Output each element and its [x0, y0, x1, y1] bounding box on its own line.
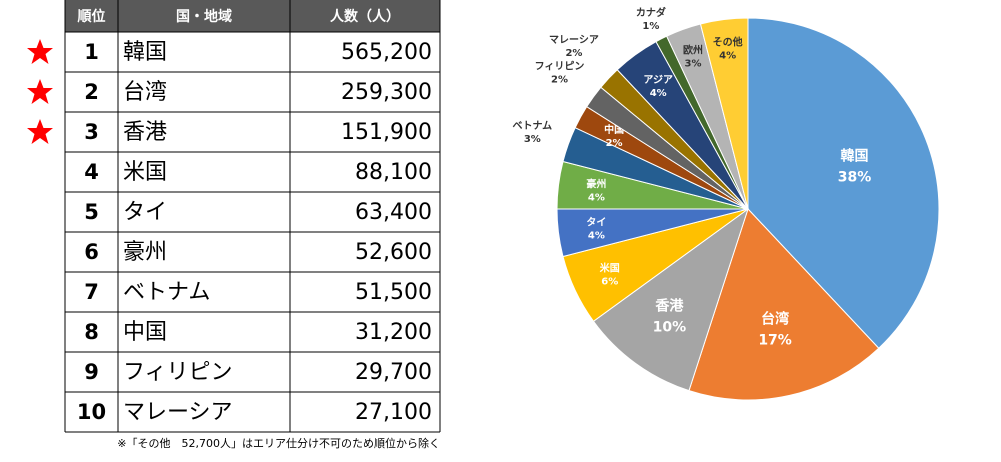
ranking-table: 順位 国・地域 人数（人） 1 韓国 565,200 2 台湾 259,300 3 香港 151,90…: [64, 0, 441, 433]
pie-chart: 韓国38%台湾17%香港10%米国6%タイ4%豪州4%ベトナム3%中国2%フィリ…: [512, 6, 940, 401]
header-cell: 国・地域: [176, 8, 232, 25]
footnote: ※「その他 52,700人」はエリア仕分け不可のため順位から除く: [117, 436, 440, 450]
slice-value: 4%: [588, 231, 605, 242]
star: [27, 79, 53, 104]
slice-value: 3%: [685, 59, 702, 70]
slice-category: ベトナム: [512, 120, 552, 132]
stars: [27, 39, 53, 144]
slice-category: 台湾: [761, 311, 789, 328]
slice-category: その他: [713, 35, 743, 48]
pie-slice: [699, 17, 749, 210]
name-cell: フィリピン: [123, 360, 233, 385]
slice-value: 17%: [758, 333, 792, 349]
count-cell: 259,300: [341, 80, 432, 105]
name-cell: 台湾: [123, 80, 167, 105]
slice-category: フィリピン: [535, 61, 585, 73]
count-cell: 29,700: [355, 360, 432, 385]
name-cell: 韓国: [123, 40, 167, 65]
slice-category: 欧州: [683, 44, 703, 57]
name-cell: タイ: [123, 200, 167, 225]
pie-slice: [688, 208, 880, 401]
pie-slice: [592, 207, 749, 392]
name-cell: 中国: [123, 320, 167, 345]
slice-value: 38%: [838, 169, 872, 185]
slice-value: 3%: [524, 134, 541, 145]
star: [27, 39, 53, 64]
count-cell: 51,500: [355, 280, 432, 305]
rank-cell: 10: [77, 400, 106, 424]
count-cell: 27,100: [355, 400, 432, 425]
rank-cell: 4: [84, 160, 99, 184]
slice-value: 4%: [588, 192, 605, 203]
rank-cell: 9: [84, 360, 99, 384]
name-cell: 米国: [123, 160, 167, 185]
count-cell: 151,900: [341, 120, 432, 145]
slice-category: 豪州: [586, 177, 606, 190]
rank-cell: 7: [84, 280, 99, 304]
slice-value: 2%: [606, 138, 623, 149]
slice-value: 2%: [551, 75, 568, 86]
count-cell: 63,400: [355, 200, 432, 225]
count-cell: 565,200: [341, 40, 432, 65]
slice-category: 韓国: [841, 147, 869, 164]
count-cell: 88,100: [355, 160, 432, 185]
name-cell: マレーシア: [123, 400, 233, 425]
header-cell: 順位: [78, 8, 106, 25]
slice-category: 米国: [600, 262, 620, 275]
rank-cell: 8: [84, 320, 99, 344]
slice-value: 4%: [719, 50, 736, 61]
slice-category: 香港: [654, 298, 684, 315]
slice-value: 6%: [601, 277, 618, 288]
pie-slice: [747, 17, 940, 349]
rank-cell: 3: [84, 120, 99, 144]
count-cell: 52,600: [355, 240, 432, 265]
name-cell: 豪州: [123, 240, 167, 265]
slice-value: 10%: [653, 320, 687, 336]
rank-cell: 2: [84, 80, 99, 104]
count-cell: 31,200: [355, 320, 432, 345]
header-cell: 人数（人）: [330, 8, 400, 25]
slice-category: アジア: [643, 74, 673, 86]
slice-category: マレーシア: [549, 34, 599, 46]
name-cell: 香港: [123, 120, 167, 145]
slice-value: 1%: [642, 21, 659, 32]
slice-value: 2%: [565, 48, 582, 59]
name-cell: ベトナム: [123, 280, 210, 305]
rank-cell: 6: [84, 240, 99, 264]
slice-category: カナダ: [636, 6, 666, 19]
header-bg: [65, 0, 440, 32]
star: [27, 119, 53, 144]
slice-value: 4%: [650, 88, 667, 99]
rank-cell: 1: [84, 40, 99, 64]
rank-cell: 5: [84, 200, 99, 224]
slice-category: タイ: [586, 217, 606, 229]
